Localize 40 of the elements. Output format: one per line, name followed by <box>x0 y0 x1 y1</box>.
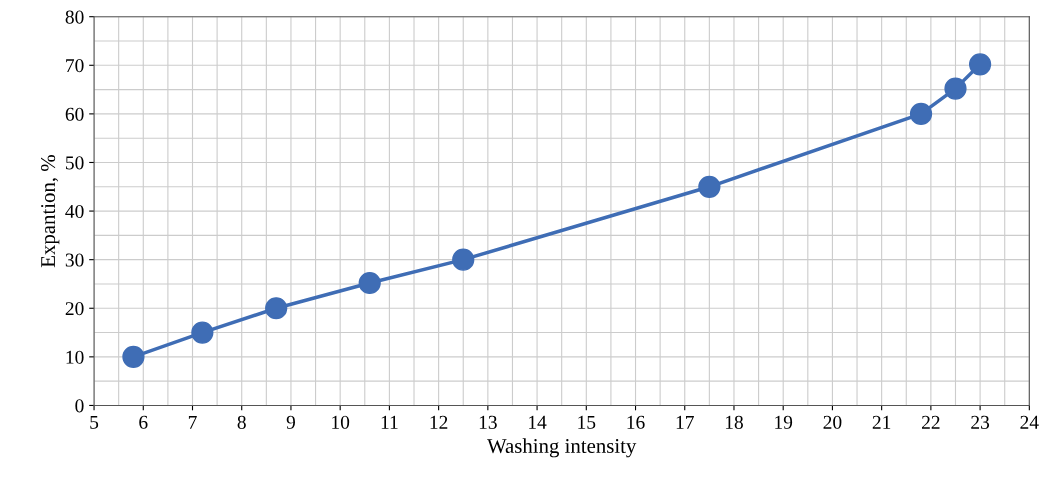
point <box>265 297 288 320</box>
point <box>452 248 475 271</box>
x-tick-label: 5 <box>90 415 99 429</box>
y-axis-title: Expantion, % <box>41 155 60 268</box>
y-tick-label: 20 <box>65 302 84 316</box>
y-tick-label: 30 <box>65 253 84 267</box>
x-tick-label: 9 <box>286 415 296 429</box>
point <box>191 321 214 344</box>
x-tick-label: 12 <box>430 415 448 429</box>
x-axis-title: Washing intensity <box>487 438 637 458</box>
x-tick-label: 18 <box>725 415 743 429</box>
x-tick-label: 8 <box>237 415 246 429</box>
x-tick-label: 14 <box>529 415 547 429</box>
x-tick-label: 17 <box>676 415 694 429</box>
x-tick-label: 20 <box>823 415 842 429</box>
x-tick-label: 10 <box>332 415 350 429</box>
x-tick-label: 19 <box>775 415 793 429</box>
x-tick-label: 7 <box>188 415 197 429</box>
x-tick-label: 16 <box>627 415 645 429</box>
point <box>698 175 721 198</box>
y-tick-label: 60 <box>65 107 84 121</box>
x-tick-label: 13 <box>479 415 497 429</box>
x-tick-label: 11 <box>381 415 398 429</box>
x-tick-label: 15 <box>578 415 596 429</box>
x-tick-label: 22 <box>922 415 940 429</box>
x-tick-label: 23 <box>971 415 990 429</box>
point <box>968 53 992 76</box>
y-tick-label: 70 <box>66 59 84 73</box>
point <box>944 77 967 100</box>
point <box>909 102 933 125</box>
point <box>358 271 381 295</box>
y-tick-label: 0 <box>75 399 84 413</box>
y-tick-label: 80 <box>65 10 84 24</box>
x-tick-label: 24 <box>1020 415 1039 429</box>
x-tick-label: 6 <box>139 415 148 429</box>
y-tick-label: 50 <box>66 156 84 170</box>
point <box>122 345 145 368</box>
y-tick-label: 10 <box>66 350 84 364</box>
y-tick-label: 40 <box>65 204 84 219</box>
x-tick-label: 21 <box>872 415 891 429</box>
